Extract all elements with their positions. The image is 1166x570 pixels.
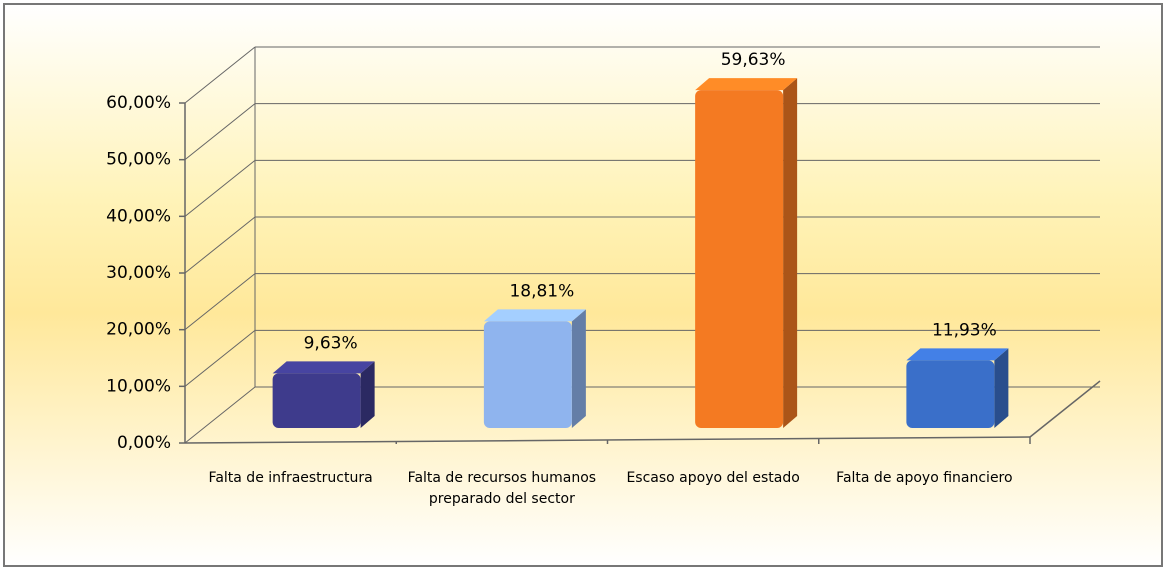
chart-background <box>3 3 1163 567</box>
value-label: 18,81% <box>509 281 574 301</box>
grid-diagonal <box>184 386 256 444</box>
bar <box>695 90 784 428</box>
grid-diagonal <box>184 46 256 104</box>
value-label: 11,93% <box>932 320 997 340</box>
y-tick-label: 20,00% <box>106 320 171 340</box>
floor-right <box>1029 380 1101 438</box>
y-tick-label: 0,00% <box>117 433 171 453</box>
bar-top <box>483 309 586 322</box>
y-tick-label: 10,00% <box>106 376 171 396</box>
value-label: 9,63% <box>304 333 358 353</box>
bar-top <box>272 361 375 374</box>
x-tick-label: Falta de recursos humanos preparado del … <box>407 470 597 507</box>
y-tick-label: 50,00% <box>106 150 171 170</box>
grid-diagonal <box>184 103 256 161</box>
bar-top <box>695 78 798 91</box>
bar-side <box>571 309 586 428</box>
x-tick-label: Falta de infraestructura <box>208 470 373 486</box>
y-tick-label: 40,00% <box>106 206 171 226</box>
x-tick-label: Escaso apoyo del estado <box>626 470 800 486</box>
bar-top <box>906 348 1009 361</box>
bar <box>906 360 995 428</box>
grid-diagonal <box>184 216 256 274</box>
bar-side <box>360 361 375 428</box>
bar-side <box>994 348 1009 428</box>
value-label: 59,63% <box>721 50 786 70</box>
y-tick-label: 60,00% <box>106 93 171 113</box>
grid-diagonal <box>184 273 256 331</box>
x-tick-label: Falta de apoyo financiero <box>836 470 1013 486</box>
grid-diagonal <box>184 159 256 217</box>
bar-side <box>783 78 798 428</box>
grid-diagonal <box>184 329 256 387</box>
bar <box>272 373 361 428</box>
bar <box>483 321 572 428</box>
y-tick-label: 30,00% <box>106 263 171 283</box>
